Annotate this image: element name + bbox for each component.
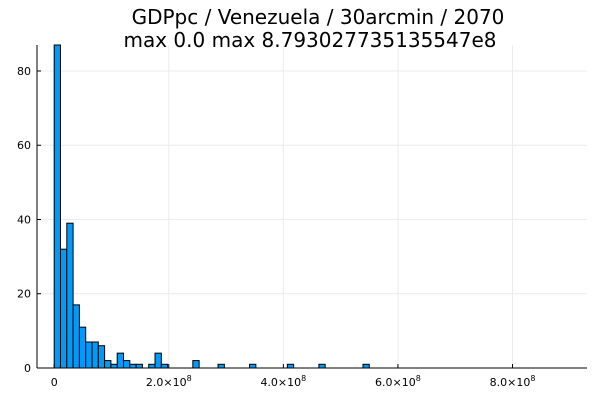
histogram-bar-18	[217, 363, 225, 369]
histogram-bar-10	[116, 352, 125, 369]
x-tick-label-0: 0	[51, 376, 58, 389]
histogram-bar-17	[192, 360, 200, 369]
y-tick-label-2: 40	[17, 213, 31, 226]
y-tick-label-4: 80	[17, 65, 31, 78]
histogram-bar-6	[91, 341, 99, 369]
histogram-bar-2	[66, 222, 74, 369]
y-tick-label-3: 60	[17, 139, 31, 152]
histogram-bar-3	[72, 304, 80, 369]
y-tick-label-0: 0	[24, 362, 31, 375]
grid-lines	[37, 45, 587, 369]
histogram-bar-9	[110, 363, 118, 369]
chart-title-line-1: GDPpc / Venezuela / 30arcmin / 2070	[132, 5, 505, 29]
histogram-bar-7	[97, 345, 106, 369]
histogram-bar-1	[59, 248, 68, 369]
histogram-bar-4	[78, 326, 87, 369]
histogram-bar-8	[104, 360, 112, 369]
chart-title-line-2: max 0.0 max 8.793027735135547e8	[123, 28, 496, 52]
histogram-bar-12	[129, 363, 137, 369]
histogram-bars	[53, 44, 370, 369]
x-tick-label-4: 8.0×108	[490, 374, 536, 389]
histogram-bar-5	[85, 341, 93, 369]
histogram-bar-11	[123, 360, 131, 369]
histogram-bar-21	[318, 363, 326, 369]
x-tick-label-1: 2.0×108	[146, 374, 192, 389]
y-tick-label-1: 20	[17, 288, 31, 301]
histogram-bar-19	[249, 363, 257, 369]
histogram-bar-22	[362, 363, 370, 369]
histogram-bar-16	[160, 363, 169, 369]
histogram-bar-0	[53, 44, 61, 369]
x-tick-label-3: 6.0×108	[375, 374, 421, 389]
x-tick-label-2: 4.0×108	[260, 374, 306, 389]
histogram-bar-14	[148, 363, 156, 369]
histogram-bar-15	[154, 352, 162, 369]
axes	[36, 45, 587, 369]
histogram-bar-13	[135, 363, 143, 369]
tick-labels: 0 20 40 60 80 0 2.0×108 4.0×108 6.0×108 8.0×108	[17, 65, 535, 389]
histogram-bar-20	[286, 363, 295, 369]
